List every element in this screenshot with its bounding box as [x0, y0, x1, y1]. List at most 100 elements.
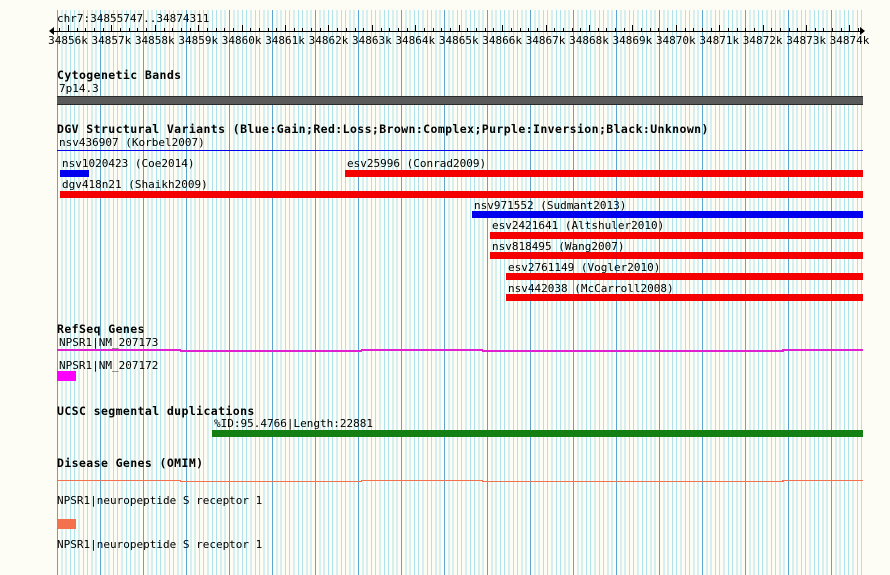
ruler-tick-label: 34865k: [438, 34, 479, 47]
ruler-tick-major: [328, 25, 330, 32]
refseq-gene-label-1: NPSR1|NM_207172: [59, 359, 159, 372]
omim-gene-label-1: NPSR1|neuropeptide S receptor 1: [57, 538, 263, 551]
ruler-tick-minor: [137, 28, 139, 32]
ruler-tick-minor: [85, 28, 87, 32]
ruler-tick-major: [111, 25, 113, 32]
ruler-tick-minor: [693, 28, 695, 32]
dgv-variant-bar[interactable]: [472, 211, 863, 218]
ruler-tick-minor: [206, 28, 208, 32]
ruler-tick-minor: [363, 28, 365, 32]
ruler-tick-minor: [701, 28, 703, 32]
ruler-tick-minor: [215, 28, 217, 32]
gene-segment: [481, 350, 783, 352]
ruler-tick-major: [762, 25, 764, 32]
gene-segment: [57, 349, 180, 351]
ruler-tick-major: [241, 25, 243, 32]
ruler-tick-minor: [450, 28, 452, 32]
ruler-tick-label: 34872k: [742, 34, 783, 47]
ruler-tick-major: [719, 25, 721, 32]
ruler-tick-label: 34864k: [395, 34, 436, 47]
dgv-variant-bar[interactable]: [490, 252, 863, 259]
cytoband-bar[interactable]: [57, 96, 863, 105]
dgv-variant-bar[interactable]: [345, 170, 863, 177]
ruler-tick-minor: [432, 28, 434, 32]
refseq-gene-label-0: NPSR1|NM_207173: [59, 336, 159, 349]
dgv-variant-bar[interactable]: [490, 232, 863, 239]
ruler-tick-minor: [780, 28, 782, 32]
ruler-tick-minor: [293, 28, 295, 32]
dgv-variant-label: esv25996 (Conrad2009): [347, 157, 487, 170]
ruler-tick-minor: [337, 28, 339, 32]
gene-segment: [57, 480, 180, 482]
ruler-tick-minor: [128, 28, 130, 32]
ruler-tick-label: 34869k: [612, 34, 653, 47]
dgv-variant-label: nsv436907 (Korbel2007): [59, 136, 205, 149]
ruler-tick-label: 34867k: [525, 34, 566, 47]
ruler-tick-minor: [658, 28, 660, 32]
dgv-variant-label: nsv1020423 (Coe2014): [62, 157, 195, 170]
gene-segment: [360, 349, 482, 351]
ruler-tick-minor: [710, 28, 712, 32]
ruler-tick-label: 34856k: [48, 34, 88, 47]
ruler-tick-minor: [562, 28, 564, 32]
ruler-tick-major: [415, 25, 417, 32]
segdup-bar-0[interactable]: [212, 430, 863, 437]
ruler-tick-minor: [823, 28, 825, 32]
coordinate-label: chr7:34855747..34874311: [57, 12, 210, 25]
ruler-tick-minor: [146, 28, 148, 32]
ruler-tick-minor: [311, 28, 313, 32]
ruler-tick-minor: [172, 28, 174, 32]
ruler-tick-minor: [606, 28, 608, 32]
ruler-tick-minor: [476, 28, 478, 32]
ruler-tick-minor: [389, 28, 391, 32]
ruler-tick-major: [849, 25, 851, 32]
ruler-tick-major: [371, 25, 373, 32]
ruler-tick-minor: [94, 28, 96, 32]
ruler-tick-label: 34857k: [91, 34, 132, 47]
dgv-variant-bar[interactable]: [506, 273, 863, 280]
ruler-tick-minor: [380, 28, 382, 32]
ruler-tick-major: [458, 25, 460, 32]
cytoband-label: 7p14.3: [59, 82, 99, 95]
ruler-tick-minor: [397, 28, 399, 32]
dgv-variant-label: nsv818495 (Wang2007): [492, 240, 625, 253]
dgv-variant-label: nsv442038 (McCarroll2008): [508, 282, 674, 295]
ruler-tick-minor: [536, 28, 538, 32]
omim-gene-model-npsr1[interactable]: [57, 476, 863, 486]
refseq-gene-block-npsr1-nm207172[interactable]: [57, 371, 76, 381]
section-title-segdups: UCSC segmental duplications: [57, 404, 255, 418]
dgv-variant-bar[interactable]: [57, 150, 863, 151]
ruler-arrow-right-icon: [860, 27, 865, 35]
ruler-tick-minor: [259, 28, 261, 32]
ruler-tick-minor: [493, 28, 495, 32]
ruler-tick-label: 34870k: [655, 34, 696, 47]
dgv-variant-bar[interactable]: [506, 294, 863, 301]
dgv-variant-bar[interactable]: [60, 170, 89, 177]
ruler-tick-minor: [406, 28, 408, 32]
omim-gene-block-npsr1[interactable]: [57, 519, 76, 529]
ruler-tick-label: 34862k: [308, 34, 349, 47]
ruler-tick-minor: [276, 28, 278, 32]
ruler-tick-minor: [59, 28, 61, 32]
ruler-tick-major: [285, 25, 287, 32]
ruler-tick-label: 34868k: [569, 34, 609, 47]
ruler-axis: [52, 31, 864, 32]
ruler-tick-major: [67, 25, 69, 32]
ruler-tick-label: 34871k: [699, 34, 740, 47]
refseq-gene-model-npsr1-nm207173[interactable]: [57, 345, 863, 355]
section-title-cytogenetic-bands: Cytogenetic Bands: [57, 68, 182, 82]
ruler-tick-label: 34859k: [178, 34, 219, 47]
ruler-tick-label: 34861k: [265, 34, 305, 47]
gene-segment: [481, 481, 783, 483]
ruler-tick-major: [806, 25, 808, 32]
ruler-tick-major: [675, 25, 677, 32]
ruler-tick-minor: [667, 28, 669, 32]
ruler-tick-minor: [814, 28, 816, 32]
ruler-tick-minor: [641, 28, 643, 32]
ruler-tick-minor: [753, 28, 755, 32]
dgv-variant-bar[interactable]: [60, 191, 863, 198]
ruler-tick-label: 34866k: [482, 34, 523, 47]
ruler-tick-minor: [180, 28, 182, 32]
ruler-tick-minor: [519, 28, 521, 32]
